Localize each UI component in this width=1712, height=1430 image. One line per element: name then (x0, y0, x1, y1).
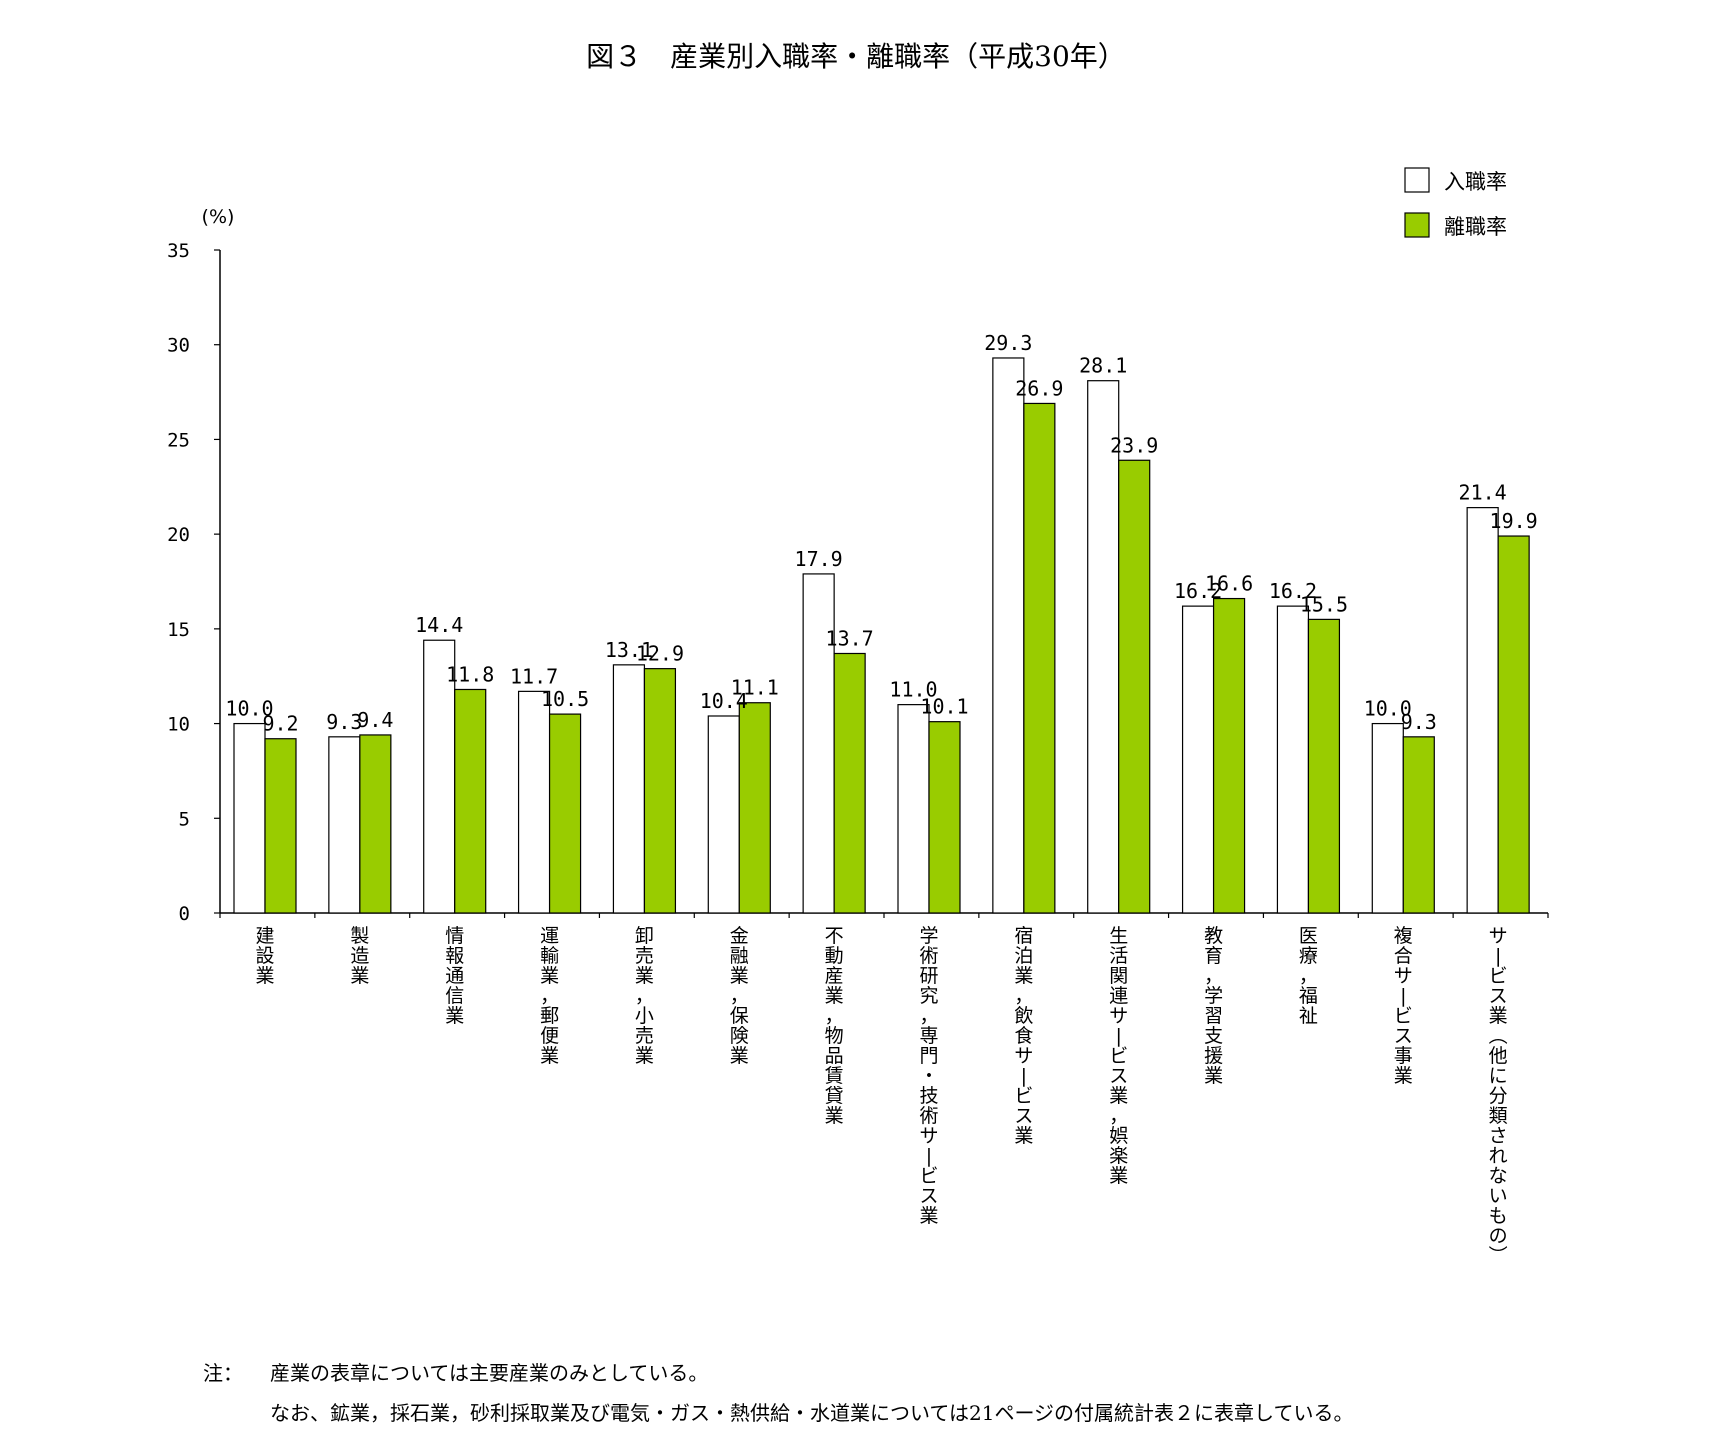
y-tick-label: 0 (179, 903, 190, 925)
bar-entry-rate (233, 722, 266, 914)
y-tick-label: 30 (167, 335, 190, 357)
value-label-entry-rate: 10.4 (700, 689, 748, 713)
bar-entry-rate (1466, 507, 1499, 914)
value-label-separation-rate: 12.9 (636, 642, 684, 666)
category-label: 宿泊業，飲食サ|ビス業 (1014, 925, 1033, 1147)
value-label-entry-rate: 10.0 (225, 697, 273, 721)
category-label: 運輸業，郵便業 (540, 925, 559, 1067)
value-label-entry-rate: 11.7 (510, 664, 558, 688)
category-label: 不動産業，物品賃貸業 (825, 925, 844, 1127)
bar-entry-rate (1181, 605, 1215, 914)
bar-separation-rate (833, 652, 866, 914)
legend-swatch-entry-rate (1404, 167, 1430, 193)
value-label-entry-rate: 10.0 (1364, 697, 1412, 721)
bars (233, 357, 1530, 914)
category-label: 卸売業，小売業 (635, 925, 654, 1067)
value-label-separation-rate: 16.6 (1205, 572, 1253, 596)
bar-separation-rate (359, 734, 392, 914)
legend-label-separation-rate: 離職率 (1444, 215, 1507, 239)
category-label: 建設業 (255, 925, 274, 987)
bar-separation-rate (738, 702, 771, 914)
bar-entry-rate (517, 690, 551, 914)
value-label-entry-rate: 13.1 (605, 638, 653, 662)
value-label-entry-rate: 16.2 (1269, 579, 1317, 603)
chart-title: 図３ 産業別入職率・離職率（平成30年） (586, 40, 1126, 73)
category-label: 医療，福祉 (1299, 925, 1318, 1027)
bar-separation-rate (548, 713, 582, 914)
value-label-entry-rate: 9.3 (326, 710, 362, 734)
value-label-separation-rate: 10.1 (920, 695, 968, 719)
value-label-entry-rate: 11.0 (889, 678, 937, 702)
bar-entry-rate (992, 357, 1025, 914)
value-label-separation-rate: 11.1 (731, 676, 779, 700)
note-label: 注： (203, 1361, 243, 1385)
legend-label-entry-rate: 入職率 (1444, 170, 1507, 194)
legend-swatch-separation-rate (1404, 212, 1430, 238)
value-label-separation-rate: 13.7 (826, 626, 874, 650)
bar-entry-rate (423, 639, 456, 914)
category-label: 学術研究，専門・技術サ|ビス業 (919, 925, 938, 1227)
bar-separation-rate (643, 668, 677, 914)
value-label-entry-rate: 21.4 (1459, 481, 1507, 505)
bar-entry-rate (897, 704, 930, 914)
category-label: 複合サ|ビス事業 (1394, 925, 1413, 1087)
bar-separation-rate (264, 738, 297, 914)
y-tick-label: 25 (167, 429, 190, 451)
y-tick-label: 15 (167, 619, 190, 641)
category-label: 生活関連サ|ビス業，娯楽業 (1109, 925, 1128, 1187)
value-label-separation-rate: 9.4 (357, 708, 393, 732)
note-line-2: なお、鉱業，採石業，砂利採取業及び電気・ガス・熱供給・水道業については21ページ… (270, 1401, 1354, 1425)
bar-separation-rate (1307, 618, 1341, 914)
category-label: 教育，学習支援業 (1204, 925, 1223, 1087)
category-label: 金融業，保険業 (730, 925, 749, 1067)
bar-entry-rate (1276, 605, 1310, 914)
bar-separation-rate (1023, 402, 1056, 914)
bar-separation-rate (1497, 535, 1530, 914)
category-label: 情報通信業 (445, 925, 464, 1027)
bar-value-labels: 10.09.2 9.39.414.411.8 11.710.513.112.910.… (225, 331, 1537, 736)
value-label-separation-rate: 26.9 (1015, 376, 1063, 400)
value-label-separation-rate: 19.9 (1490, 509, 1538, 533)
value-label-separation-rate: 15.5 (1300, 592, 1348, 616)
bar-separation-rate (1118, 459, 1151, 914)
bar-entry-rate (1087, 380, 1120, 914)
category-label: サ|ビス業︵他に分類されないもの︶ (1489, 925, 1508, 1267)
bar-entry-rate (612, 664, 646, 914)
bar-separation-rate (928, 721, 961, 914)
legend: 入職率 離職率 (1404, 167, 1507, 239)
category-labels: 建設業 製造業 情報通信業 運輸業，郵便業 卸売業，小売業 金融業，保険業 不動産業，物品賃… (255, 925, 1507, 1267)
value-label-entry-rate: 16.2 (1174, 579, 1222, 603)
bar-entry-rate (802, 573, 835, 914)
y-axis-unit: (%) (202, 206, 235, 228)
y-tick-label: 20 (167, 524, 190, 546)
bar-entry-rate (1371, 722, 1404, 914)
y-tick-label: 5 (179, 808, 190, 830)
value-label-separation-rate: 23.9 (1110, 433, 1158, 457)
note-line-1: 産業の表章については主要産業のみとしている。 (270, 1361, 709, 1385)
y-tick-label: 10 (167, 714, 190, 736)
value-label-entry-rate: 14.4 (415, 613, 463, 637)
value-label-separation-rate: 10.5 (541, 687, 589, 711)
bar-entry-rate (707, 715, 740, 914)
value-label-separation-rate: 11.8 (446, 662, 494, 686)
y-tick-label: 35 (167, 240, 190, 262)
bar-separation-rate (1212, 597, 1246, 914)
bar-entry-rate (328, 736, 361, 914)
category-label: 製造業 (350, 925, 369, 987)
bar-separation-rate (454, 688, 487, 914)
value-label-entry-rate: 28.1 (1079, 354, 1127, 378)
value-label-separation-rate: 9.2 (262, 712, 298, 736)
value-label-entry-rate: 17.9 (795, 547, 843, 571)
value-label-separation-rate: 9.3 (1401, 710, 1437, 734)
bar-separation-rate (1402, 736, 1435, 914)
value-label-entry-rate: 29.3 (984, 331, 1032, 355)
